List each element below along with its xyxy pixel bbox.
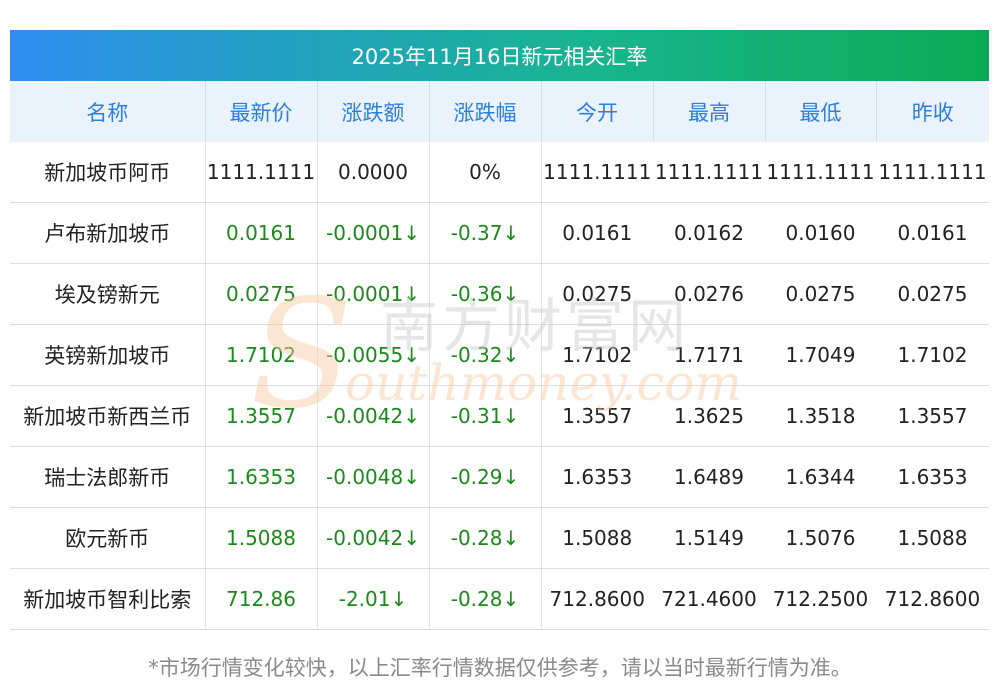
change-cell: -0.0042↓ bbox=[317, 385, 430, 447]
latest-cell: 1.7102 bbox=[205, 324, 318, 386]
change-pct-cell: -0.36↓ bbox=[429, 263, 542, 325]
low-cell: 712.2500 bbox=[765, 568, 876, 630]
change-cell: -0.0042↓ bbox=[317, 507, 430, 569]
low-cell: 0.0275 bbox=[765, 263, 876, 325]
high-cell: 0.0276 bbox=[653, 263, 765, 325]
prev-close-cell: 1.5088 bbox=[876, 507, 989, 569]
change-pct-cell: -0.28↓ bbox=[429, 568, 542, 630]
change-cell: 0.0000 bbox=[317, 142, 430, 203]
column-header-name: 名称 bbox=[10, 81, 206, 142]
high-cell: 1.3625 bbox=[653, 385, 765, 447]
change-cell: -0.0001↓ bbox=[317, 202, 430, 264]
table-row: 新加坡币智利比索 712.86 -2.01↓ -0.28↓ 712.8600 721.46… bbox=[10, 568, 989, 630]
high-cell: 0.0162 bbox=[653, 202, 765, 264]
low-cell: 1.7049 bbox=[765, 324, 876, 386]
latest-cell: 0.0275 bbox=[205, 263, 318, 325]
low-cell: 1.3518 bbox=[765, 385, 876, 447]
table-row: 卢布新加坡币 0.0161 -0.0001↓ -0.37↓ 0.0161 0.0162 0.… bbox=[10, 202, 989, 264]
rate-table-container: 2025年11月16日新元相关汇率 名称 最新价 涨跌额 涨跌幅 今开 最高 最… bbox=[10, 30, 989, 630]
change-cell: -0.0055↓ bbox=[317, 324, 430, 386]
high-cell: 1111.1111 bbox=[653, 142, 765, 203]
open-cell: 1.5088 bbox=[541, 507, 653, 569]
prev-close-cell: 1111.1111 bbox=[876, 142, 989, 203]
latest-cell: 1111.1111 bbox=[205, 142, 318, 203]
latest-cell: 0.0161 bbox=[205, 202, 318, 264]
name-cell: 新加坡币新西兰币 bbox=[10, 385, 206, 447]
column-header-latest: 最新价 bbox=[205, 81, 318, 142]
column-header-low: 最低 bbox=[765, 81, 877, 142]
table-header-row: 名称 最新价 涨跌额 涨跌幅 今开 最高 最低 昨收 bbox=[10, 81, 989, 142]
name-cell: 欧元新币 bbox=[10, 507, 206, 569]
latest-cell: 1.3557 bbox=[205, 385, 318, 447]
high-cell: 1.7171 bbox=[653, 324, 765, 386]
open-cell: 1.6353 bbox=[541, 446, 653, 508]
open-cell: 1111.1111 bbox=[541, 142, 653, 203]
prev-close-cell: 1.3557 bbox=[876, 385, 989, 447]
name-cell: 新加坡币智利比索 bbox=[10, 568, 206, 630]
open-cell: 0.0161 bbox=[541, 202, 653, 264]
table-row: 英镑新加坡币 1.7102 -0.0055↓ -0.32↓ 1.7102 1.7171 1.… bbox=[10, 324, 989, 386]
change-cell: -0.0048↓ bbox=[317, 446, 430, 508]
latest-cell: 712.86 bbox=[205, 568, 318, 630]
table-row: 埃及镑新元 0.0275 -0.0001↓ -0.36↓ 0.0275 0.0276 0.0… bbox=[10, 263, 989, 325]
column-header-open: 今开 bbox=[541, 81, 654, 142]
name-cell: 瑞士法郎新币 bbox=[10, 446, 206, 508]
open-cell: 0.0275 bbox=[541, 263, 653, 325]
prev-close-cell: 0.0161 bbox=[876, 202, 989, 264]
latest-cell: 1.5088 bbox=[205, 507, 318, 569]
low-cell: 0.0160 bbox=[765, 202, 876, 264]
rate-table: 名称 最新价 涨跌额 涨跌幅 今开 最高 最低 昨收 新加坡币阿币 1111.11… bbox=[10, 81, 989, 630]
table-row: 新加坡币新西兰币 1.3557 -0.0042↓ -0.31↓ 1.3557 1.3625… bbox=[10, 385, 989, 447]
column-header-high: 最高 bbox=[653, 81, 766, 142]
change-pct-cell: -0.29↓ bbox=[429, 446, 542, 508]
high-cell: 721.4600 bbox=[653, 568, 765, 630]
low-cell: 1.5076 bbox=[765, 507, 876, 569]
prev-close-cell: 1.6353 bbox=[876, 446, 989, 508]
change-cell: -0.0001↓ bbox=[317, 263, 430, 325]
change-pct-cell: -0.28↓ bbox=[429, 507, 542, 569]
change-pct-cell: -0.32↓ bbox=[429, 324, 542, 386]
change-pct-cell: -0.37↓ bbox=[429, 202, 542, 264]
column-header-change: 涨跌额 bbox=[317, 81, 430, 142]
low-cell: 1.6344 bbox=[765, 446, 876, 508]
open-cell: 1.7102 bbox=[541, 324, 653, 386]
change-pct-cell: -0.31↓ bbox=[429, 385, 542, 447]
open-cell: 712.8600 bbox=[541, 568, 653, 630]
table-row: 瑞士法郎新币 1.6353 -0.0048↓ -0.29↓ 1.6353 1.6489 1.… bbox=[10, 446, 989, 508]
change-cell: -2.01↓ bbox=[317, 568, 430, 630]
change-pct-cell: 0% bbox=[429, 142, 542, 203]
disclaimer-footer: *市场行情变化较快，以上汇率行情数据仅供参考，请以当时最新行情为准。 bbox=[148, 656, 852, 680]
name-cell: 新加坡币阿币 bbox=[10, 142, 206, 203]
name-cell: 卢布新加坡币 bbox=[10, 202, 206, 264]
table-row: 欧元新币 1.5088 -0.0042↓ -0.28↓ 1.5088 1.5149 1.50… bbox=[10, 507, 989, 569]
prev-close-cell: 712.8600 bbox=[876, 568, 989, 630]
column-header-prev-close: 昨收 bbox=[876, 81, 989, 142]
high-cell: 1.5149 bbox=[653, 507, 765, 569]
column-header-change-pct: 涨跌幅 bbox=[429, 81, 542, 142]
high-cell: 1.6489 bbox=[653, 446, 765, 508]
low-cell: 1111.1111 bbox=[765, 142, 876, 203]
latest-cell: 1.6353 bbox=[205, 446, 318, 508]
prev-close-cell: 1.7102 bbox=[876, 324, 989, 386]
table-title: 2025年11月16日新元相关汇率 bbox=[10, 30, 989, 81]
name-cell: 英镑新加坡币 bbox=[10, 324, 206, 386]
table-row: 新加坡币阿币 1111.1111 0.0000 0% 1111.1111 1111.111… bbox=[10, 142, 989, 203]
open-cell: 1.3557 bbox=[541, 385, 653, 447]
name-cell: 埃及镑新元 bbox=[10, 263, 206, 325]
prev-close-cell: 0.0275 bbox=[876, 263, 989, 325]
